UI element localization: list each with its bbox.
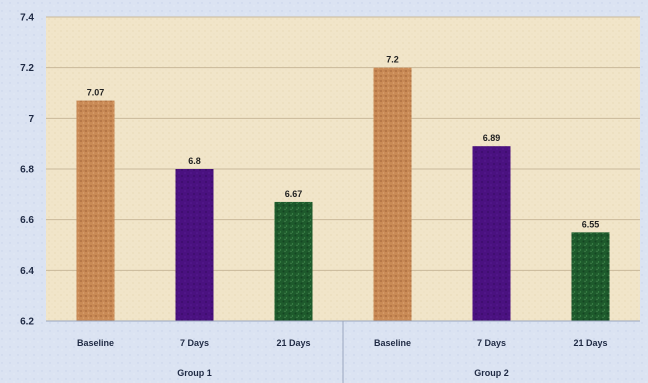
y-tick-label: 6.6 [20, 215, 34, 226]
bar-baseline-group-1 [76, 100, 115, 321]
bar-7-days-group-2 [472, 146, 511, 321]
data-label: 6.89 [483, 133, 501, 143]
x-category-label: 21 Days [276, 338, 310, 348]
x-category-label: Baseline [77, 338, 114, 348]
data-label: 6.55 [582, 219, 600, 229]
group-label: Group 2 [474, 368, 509, 378]
gridlines [46, 16, 640, 271]
data-label: 7.2 [386, 55, 399, 65]
x-category-label: 7 Days [180, 338, 209, 348]
y-tick-label: 7.2 [20, 63, 34, 74]
group-label: Group 1 [177, 368, 212, 378]
x-category-label: Baseline [374, 338, 411, 348]
bar-21-days-group-2 [571, 232, 610, 321]
data-labels: 7.07 6.8 6.67 7.2 6.89 6.55 [87, 55, 600, 230]
data-label: 7.07 [87, 88, 105, 98]
data-label: 6.67 [285, 189, 303, 199]
bar-baseline-group-2 [373, 67, 412, 322]
x-category-label: 21 Days [573, 338, 607, 348]
x-category-label: 7 Days [477, 338, 506, 348]
y-tick-label: 7.4 [20, 13, 34, 24]
y-axis-tick-labels: 6.2 6.4 6.6 6.8 7 7.2 7.4 [20, 13, 34, 328]
bar-21-days-group-1 [274, 201, 313, 321]
y-tick-label: 6.4 [20, 266, 34, 277]
data-label: 6.8 [188, 156, 201, 166]
y-tick-label: 6.8 [20, 165, 34, 176]
y-tick-label: 6.2 [20, 317, 34, 328]
bar-7-days-group-1 [175, 169, 214, 321]
x-axis: Baseline 7 Days 21 Days Group 1 Baseline 7 Da… [46, 320, 640, 383]
bars [76, 67, 610, 322]
y-tick-label: 7 [28, 114, 34, 125]
